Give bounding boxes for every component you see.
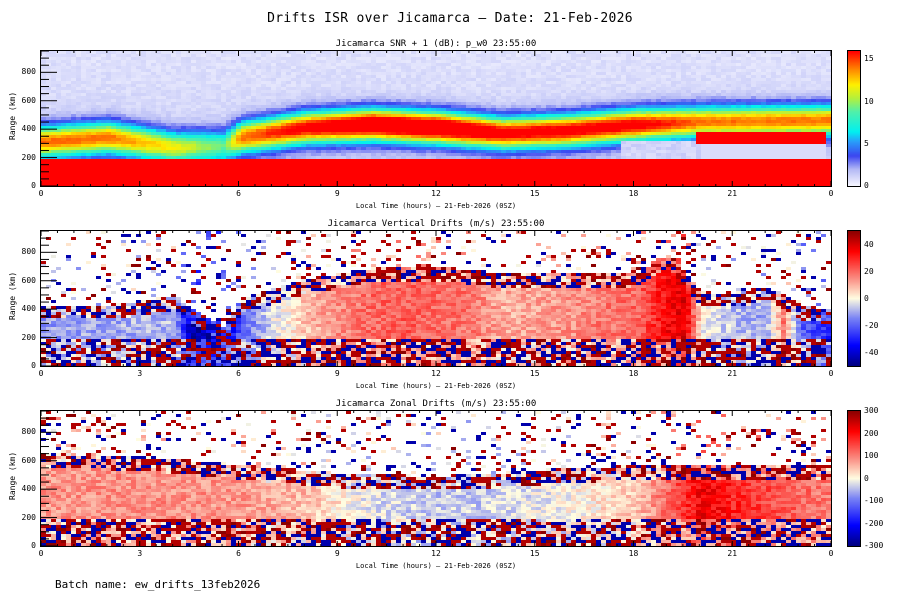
x-tick-label: 0: [38, 549, 44, 558]
x-tick-label: 21: [727, 189, 738, 198]
panel-title: Jicamarca Vertical Drifts (m/s) 23:55:00: [327, 219, 545, 229]
x-axis-label: Local Time (hours) — 21-Feb-2026 (0SZ): [355, 562, 517, 570]
x-tick-label: 9: [334, 549, 340, 558]
heatmap-canvas: [41, 51, 831, 186]
y-tick-label: 400: [21, 124, 36, 134]
colorbar: [847, 410, 861, 547]
colorbar-tick-label: -300: [864, 541, 884, 550]
x-tick-label: 15: [529, 369, 540, 378]
colorbar: [847, 230, 861, 367]
y-tick-label: 600: [21, 275, 36, 285]
colorbar-tick-label: 5: [864, 138, 869, 148]
x-tick-label: 0: [828, 549, 834, 558]
colorbar-tick-label: 15: [864, 54, 874, 64]
y-tick-label: 400: [21, 304, 36, 314]
x-tick-label: 12: [431, 369, 441, 378]
colorbar-tick-label: 100: [864, 451, 879, 460]
x-tick-label: 6: [236, 549, 241, 558]
x-tick-label: 15: [529, 549, 540, 558]
colorbar-gradient: [848, 231, 860, 366]
x-tick-label: 21: [727, 549, 738, 558]
y-tick-label: 0: [31, 541, 36, 550]
x-tick-label: 18: [628, 369, 639, 378]
y-tick-label: 200: [21, 512, 36, 522]
x-tick-label: 6: [236, 189, 241, 198]
x-tick-label: 0: [828, 189, 834, 198]
colorbar-tick-label: 10: [864, 96, 874, 106]
x-tick-label: 0: [828, 369, 834, 378]
colorbar: [847, 50, 861, 187]
axis-ticks: [40, 50, 832, 187]
colorbar-tick-label: 0: [864, 473, 869, 483]
colorbar-gradient: [848, 51, 860, 186]
x-tick-label: 18: [628, 189, 639, 198]
y-tick-label: 0: [31, 181, 36, 190]
x-tick-label: 0: [38, 189, 44, 198]
x-tick-label: 3: [137, 549, 143, 558]
x-tick-label: 15: [529, 189, 540, 198]
colorbar-tick-label: -100: [864, 496, 884, 505]
axis-ticks: [40, 410, 832, 547]
x-tick-label: 12: [431, 189, 441, 198]
x-tick-label: 18: [628, 549, 639, 558]
x-tick-label: 0: [38, 369, 44, 378]
axis-ticks: [40, 230, 832, 367]
x-axis-label: Local Time (hours) — 21-Feb-2026 (0SZ): [355, 382, 517, 390]
heatmap-canvas: [41, 231, 831, 366]
y-tick-label: 200: [21, 152, 36, 162]
y-tick-label: 800: [21, 247, 36, 257]
y-tick-label: 600: [21, 95, 36, 105]
y-tick-label: 400: [21, 484, 36, 494]
heatmap-plot-area[interactable]: [40, 50, 832, 187]
panel-title: Jicamarca Zonal Drifts (m/s) 23:55:00: [335, 399, 537, 409]
x-tick-label: 6: [236, 369, 241, 378]
heatmap-canvas: [41, 411, 831, 546]
x-tick-label: 9: [334, 189, 340, 198]
colorbar-tick-label: -40: [864, 347, 879, 357]
colorbar-tick-label: 200: [864, 428, 879, 438]
colorbar-tick-label: 0: [864, 293, 869, 303]
x-axis-label: Local Time (hours) — 21-Feb-2026 (0SZ): [355, 202, 517, 210]
y-tick-label: 800: [21, 67, 36, 77]
colorbar-tick-label: -20: [864, 320, 879, 330]
x-tick-label: 3: [137, 369, 143, 378]
x-tick-label: 12: [431, 549, 441, 558]
y-tick-label: 800: [21, 427, 36, 437]
heatmap-plot-area[interactable]: [40, 230, 832, 367]
heatmap-plot-area[interactable]: [40, 410, 832, 547]
x-tick-label: 9: [334, 369, 340, 378]
main-title: Drifts ISR over Jicamarca — Date: 21-Feb…: [267, 11, 633, 26]
y-tick-label: 200: [21, 332, 36, 342]
colorbar-tick-label: 40: [864, 239, 874, 249]
x-tick-label: 3: [137, 189, 143, 198]
y-tick-label: 600: [21, 455, 36, 465]
colorbar-gradient: [848, 411, 860, 546]
x-tick-label: 21: [727, 369, 738, 378]
colorbar-tick-label: 300: [864, 406, 879, 415]
y-tick-label: 0: [31, 361, 36, 370]
colorbar-tick-label: 0: [864, 181, 869, 190]
batch-name-label: Batch name: ew_drifts_13feb2026: [55, 578, 261, 591]
colorbar-tick-label: -200: [864, 518, 884, 528]
colorbar-tick-label: 20: [864, 266, 874, 276]
panel-title: Jicamarca SNR + 1 (dB): p_w0 23:55:00: [335, 39, 537, 49]
